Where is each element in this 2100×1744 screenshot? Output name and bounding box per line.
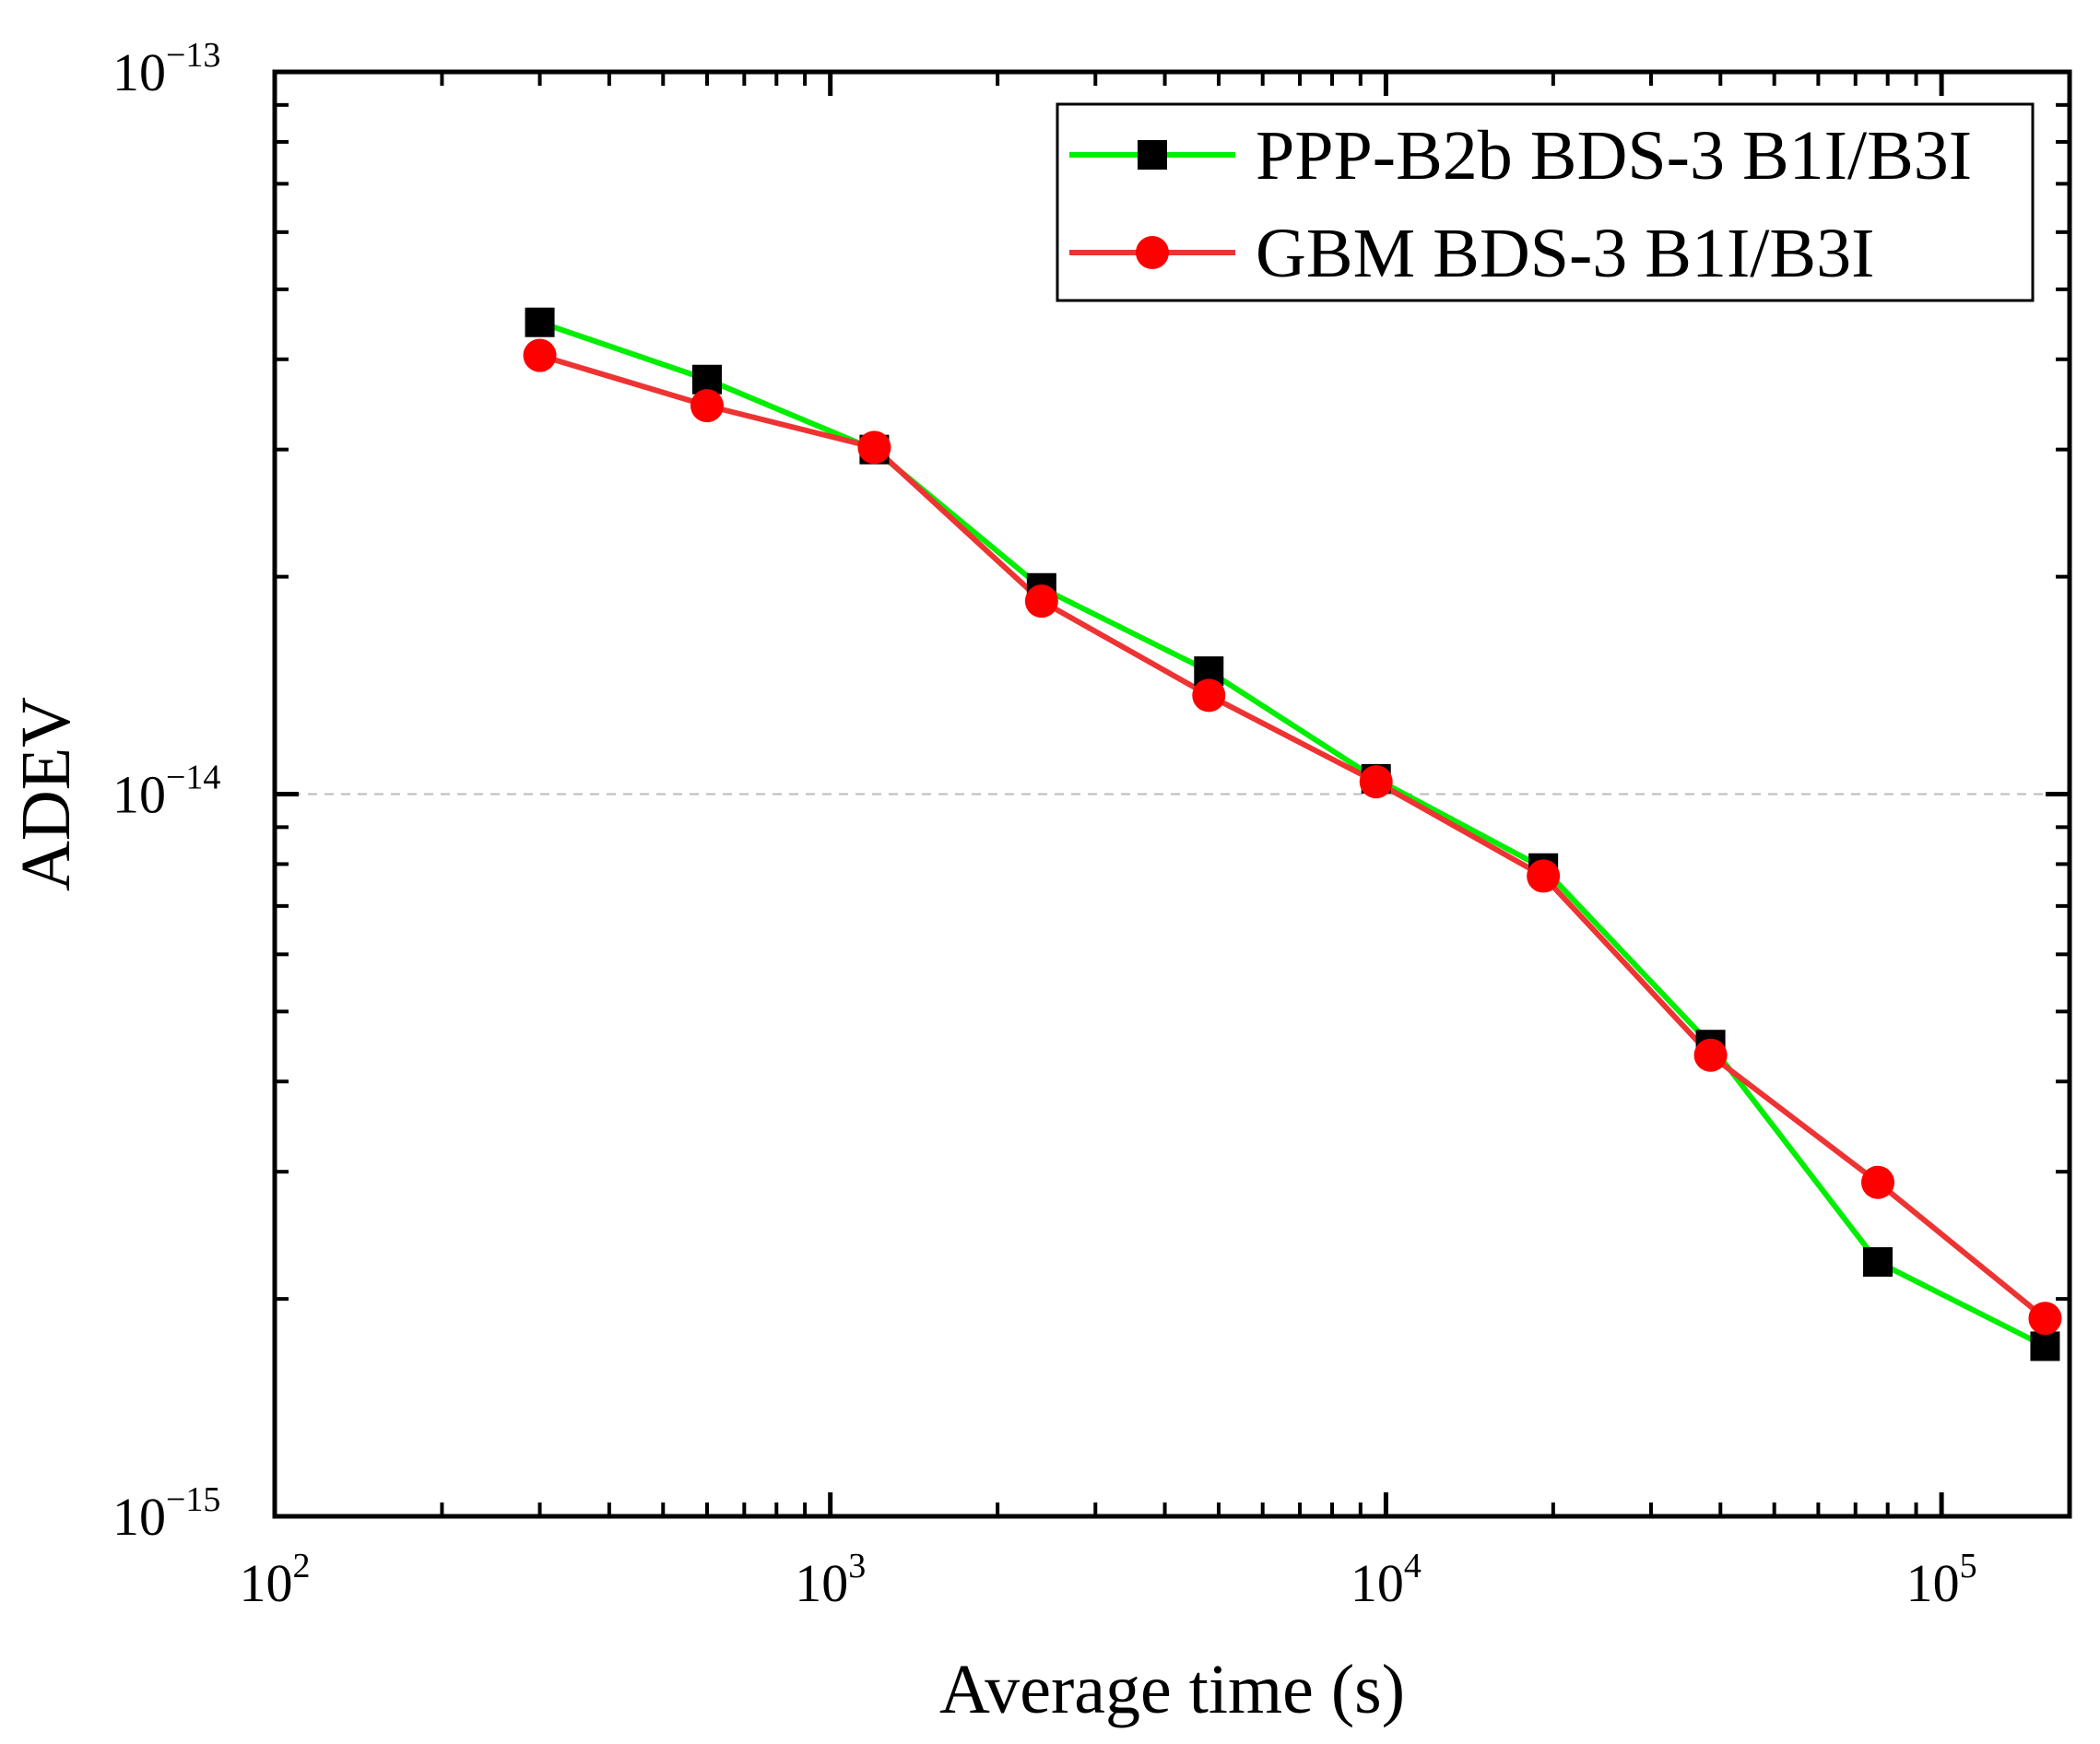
x-tick-label-base: 10 xyxy=(795,1553,848,1613)
series-1-point xyxy=(1024,584,1058,619)
y-tick-label-exponent: −14 xyxy=(166,759,220,797)
y-tick-label-base: 10 xyxy=(112,1487,166,1547)
y-axis-label: ADEV xyxy=(7,697,85,891)
series-1-point xyxy=(1136,236,1169,269)
legend: PPP-B2b BDS-3 B1I/B3I GBM BDS-3 B1I/B3I xyxy=(1056,102,2035,302)
x-tick-label-base: 10 xyxy=(1906,1553,1960,1613)
series-1-point xyxy=(523,338,557,372)
x-tick-label: 105 xyxy=(1906,1547,1977,1613)
series-1-point xyxy=(857,430,891,465)
series-0-point xyxy=(2030,1331,2060,1361)
y-tick-label-base: 10 xyxy=(112,42,166,102)
legend-label-1: GBM BDS-3 B1I/B3I xyxy=(1256,215,1874,292)
x-axis-label: Average time (s) xyxy=(939,1651,1405,1728)
series-1-point xyxy=(2028,1302,2062,1336)
series-1-point xyxy=(1527,859,1561,893)
legend-box xyxy=(1056,102,2035,302)
x-tick-label: 103 xyxy=(795,1547,866,1613)
series-0-point xyxy=(1138,140,1167,170)
series-1-point xyxy=(1693,1038,1728,1072)
x-tick-label-base: 10 xyxy=(240,1553,293,1613)
series-0-line xyxy=(538,319,2047,1349)
x-tick-label-exponent: 2 xyxy=(293,1547,311,1585)
series-layer xyxy=(523,307,2062,1361)
series-1-line xyxy=(538,352,2047,1321)
series-1-point xyxy=(1359,765,1393,799)
plot-frame xyxy=(272,69,2072,1519)
y-tick-label-exponent: −13 xyxy=(166,36,220,75)
y-tick-label: 10−15 xyxy=(112,1480,220,1547)
series-0-point xyxy=(1863,1247,1894,1278)
y-tick-label-exponent: −15 xyxy=(166,1480,220,1519)
x-tick-label-exponent: 5 xyxy=(1960,1547,1977,1585)
x-tick-label-exponent: 3 xyxy=(848,1547,866,1585)
series-0-point xyxy=(525,307,555,337)
x-tick-label-exponent: 4 xyxy=(1404,1547,1422,1585)
x-tick-label: 104 xyxy=(1351,1547,1422,1613)
y-tick-label: 10−14 xyxy=(112,759,220,825)
series-1-markers xyxy=(523,338,2062,1336)
y-tick-label: 10−13 xyxy=(112,36,220,102)
legend-label-0: PPP-B2b BDS-3 B1I/B3I xyxy=(1256,117,1972,194)
series-1-point xyxy=(1192,678,1226,713)
x-tick-label: 102 xyxy=(240,1547,311,1613)
series-1-point xyxy=(1861,1165,1895,1199)
series-1-point xyxy=(690,389,724,423)
y-tick-label-base: 10 xyxy=(112,765,166,825)
x-tick-label-base: 10 xyxy=(1351,1553,1404,1613)
